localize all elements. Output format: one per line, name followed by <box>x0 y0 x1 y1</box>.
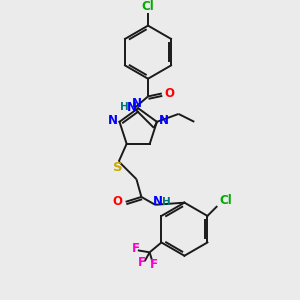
Text: H: H <box>162 197 170 207</box>
Text: Cl: Cl <box>220 194 232 207</box>
Text: O: O <box>165 87 175 100</box>
Text: H: H <box>120 102 129 112</box>
Text: N: N <box>153 195 163 208</box>
Text: S: S <box>113 161 123 174</box>
Text: O: O <box>113 195 123 208</box>
Text: F: F <box>138 256 146 268</box>
Text: N: N <box>127 101 137 114</box>
Text: N: N <box>108 114 118 127</box>
Text: F: F <box>150 258 158 271</box>
Text: N: N <box>132 97 142 110</box>
Text: F: F <box>132 242 140 255</box>
Text: N: N <box>159 114 169 127</box>
Text: Cl: Cl <box>142 0 154 14</box>
